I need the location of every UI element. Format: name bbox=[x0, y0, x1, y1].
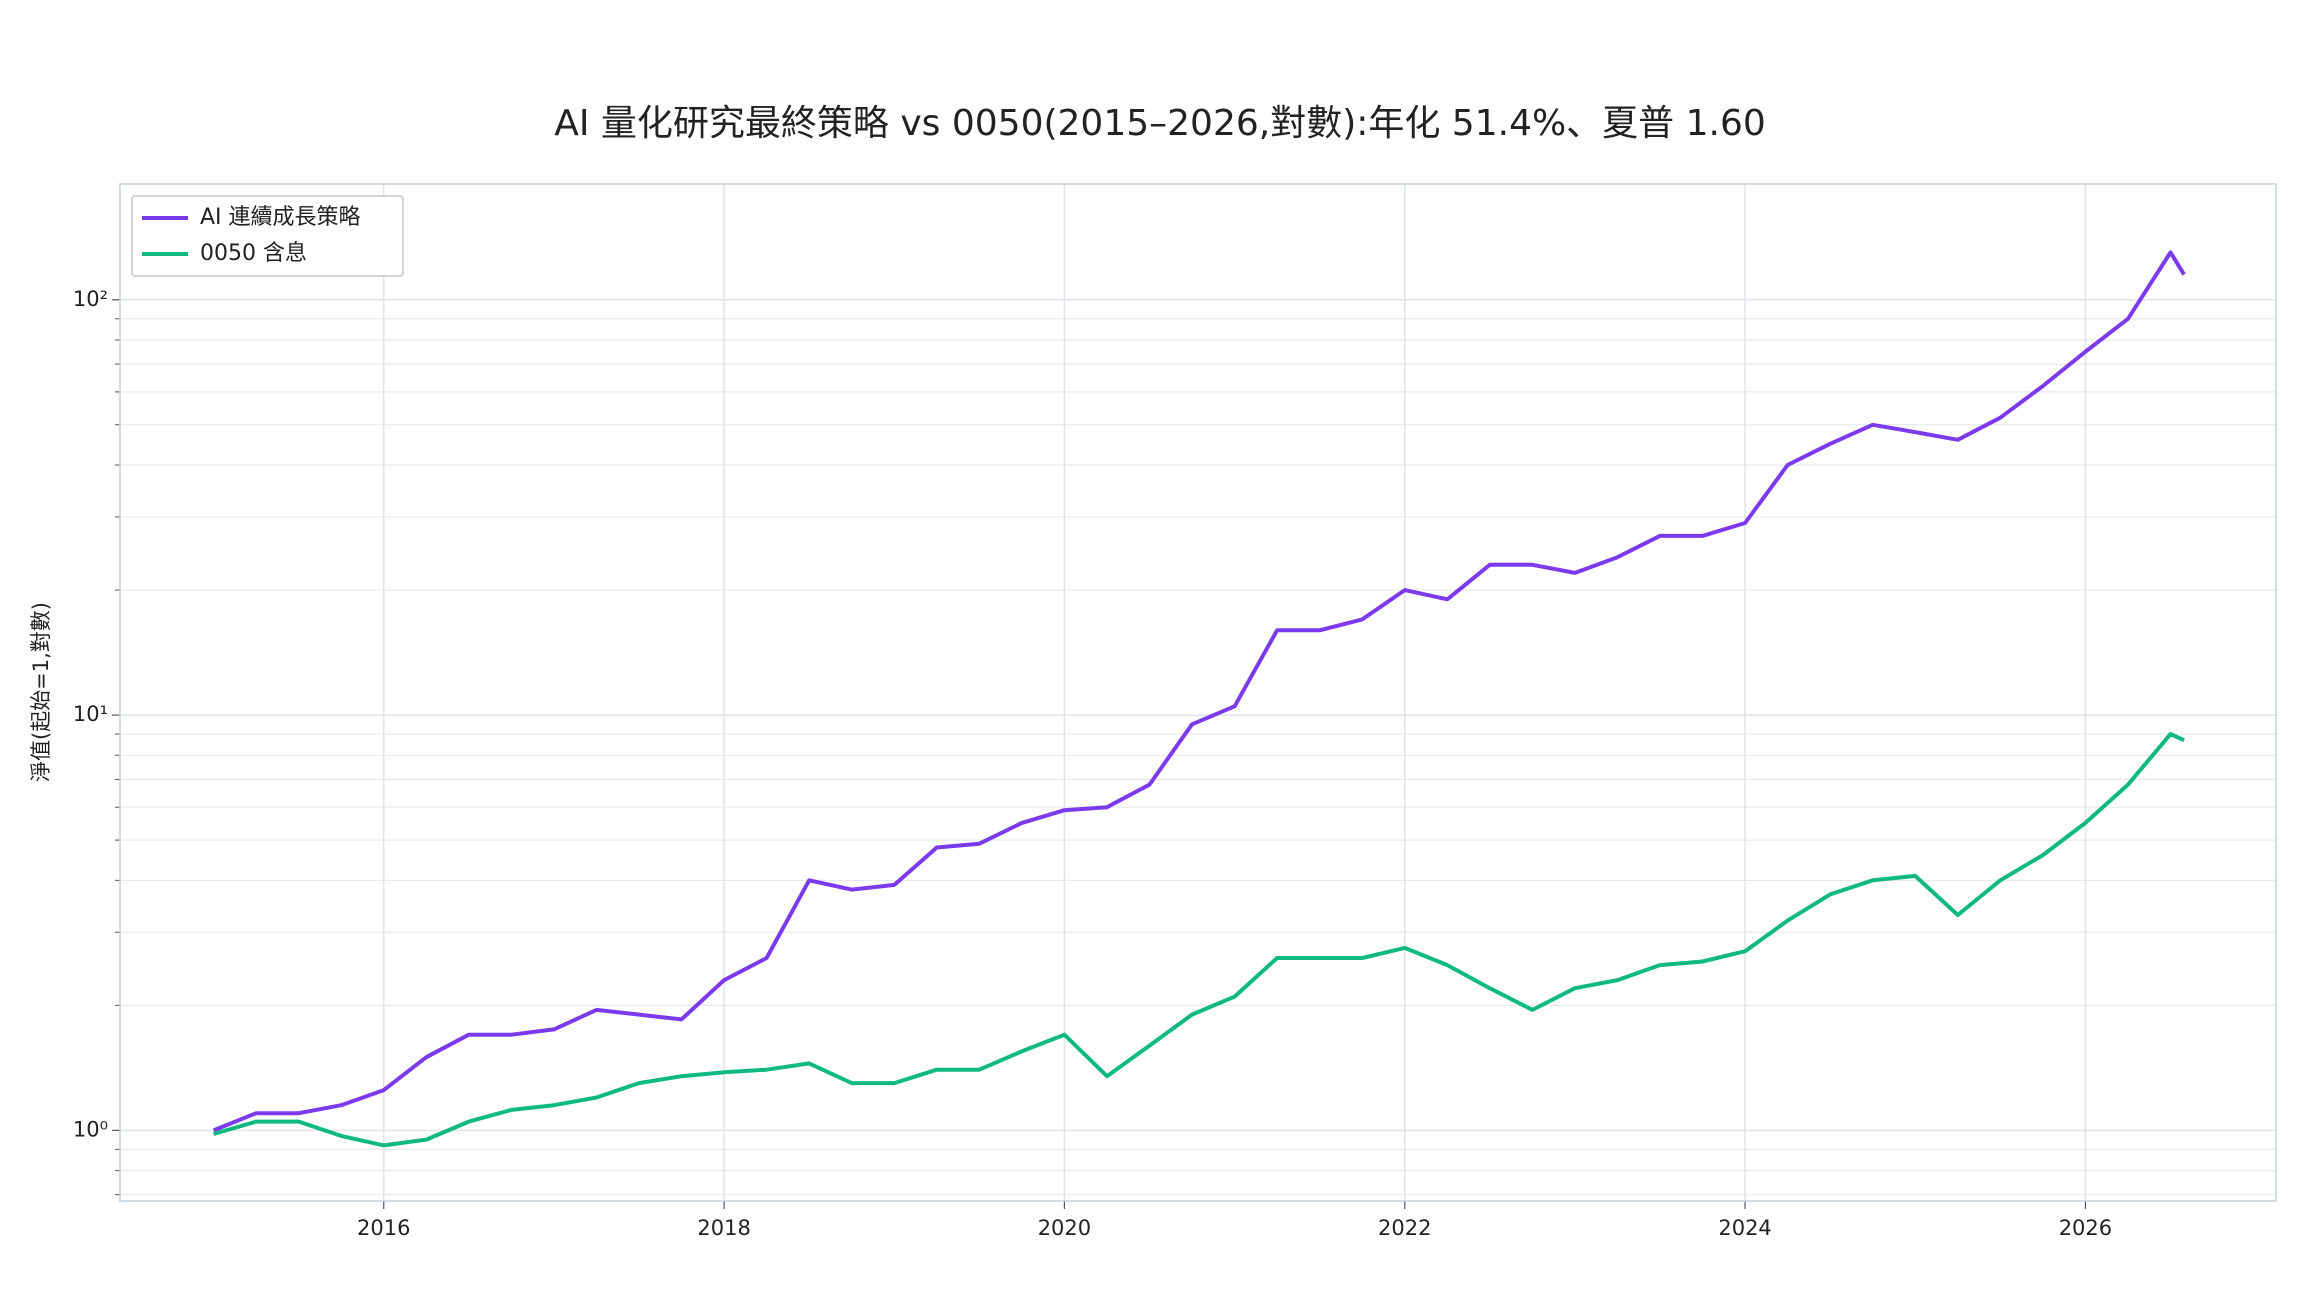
y-tick-label: 10¹ bbox=[73, 702, 108, 726]
x-tick-label: 2026 bbox=[2059, 1216, 2112, 1240]
x-tick-label: 2024 bbox=[1718, 1216, 1771, 1240]
legend-label: 0050 含息 bbox=[200, 241, 307, 266]
legend-label: AI 連續成長策略 bbox=[200, 205, 361, 230]
y-axis-label: 淨值(起始=1,對數) bbox=[29, 602, 53, 782]
chart-title: AI 量化研究最終策略 vs 0050(2015–2026,對數):年化 51.… bbox=[554, 103, 1766, 144]
x-tick-label: 2020 bbox=[1038, 1216, 1091, 1240]
y-tick-label: 10² bbox=[73, 287, 108, 311]
x-tick-label: 2018 bbox=[697, 1216, 750, 1240]
x-tick-label: 2022 bbox=[1378, 1216, 1431, 1240]
y-tick-label: 10⁰ bbox=[73, 1117, 108, 1141]
series-line bbox=[213, 732, 2185, 1148]
series-line bbox=[212, 250, 2186, 1133]
legend-box bbox=[131, 195, 404, 277]
plot-frame bbox=[119, 183, 2277, 1202]
x-tick-label: 2016 bbox=[357, 1216, 410, 1240]
